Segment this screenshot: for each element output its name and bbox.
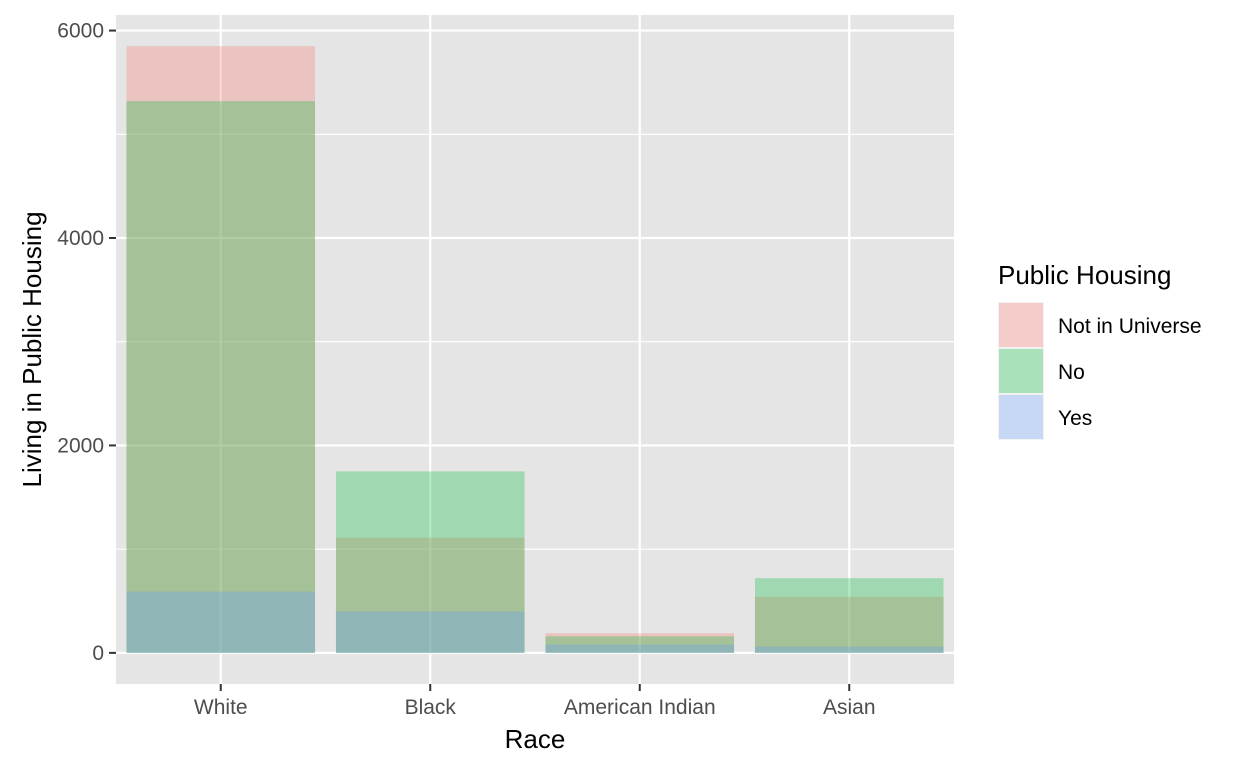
- legend-label: Not in Universe: [1058, 315, 1202, 338]
- legend-key-background: [998, 394, 1044, 440]
- legend-title: Public Housing: [998, 260, 1171, 290]
- y-tick-label: 0: [92, 642, 104, 665]
- plot-panel: [116, 15, 954, 684]
- bar-yes: [545, 644, 735, 653]
- legend-swatch: [999, 303, 1043, 347]
- bar-not-in-universe: [335, 537, 525, 653]
- x-tick-label: White: [194, 696, 248, 719]
- bar-yes: [754, 646, 944, 653]
- bar-yes: [335, 611, 525, 653]
- bar-yes: [126, 591, 316, 653]
- x-axis-title: Race: [505, 724, 566, 754]
- x-tick-label: Black: [405, 696, 457, 719]
- y-tick-label: 4000: [57, 227, 104, 250]
- x-tick-label: American Indian: [564, 696, 716, 719]
- bar-not-in-universe: [126, 46, 316, 653]
- grid-lines: [116, 15, 954, 684]
- y-axis-title: Living in Public Housing: [17, 211, 47, 487]
- bar-no: [545, 636, 735, 653]
- legend-swatch: [999, 395, 1043, 439]
- legend-key-background: [998, 348, 1044, 394]
- axes: 0 2000 4000 6000 White Black American Indian As…: [57, 20, 875, 719]
- legend: Public Housing Not in Universe No Yes: [998, 260, 1202, 440]
- y-tick-label: 2000: [57, 434, 104, 457]
- legend-label: Yes: [1058, 407, 1092, 430]
- bars: [126, 46, 944, 653]
- bar-no: [126, 101, 316, 653]
- legend-label: No: [1058, 361, 1085, 384]
- bar-not-in-universe: [545, 633, 735, 653]
- bar-no: [754, 578, 944, 653]
- bar-not-in-universe: [754, 596, 944, 653]
- legend-swatch: [999, 349, 1043, 393]
- x-tick-label: Asian: [823, 696, 876, 719]
- legend-key-background: [998, 302, 1044, 348]
- y-tick-label: 6000: [57, 20, 104, 43]
- bar-no: [335, 471, 525, 653]
- legend-items: Not in Universe No Yes: [998, 302, 1202, 440]
